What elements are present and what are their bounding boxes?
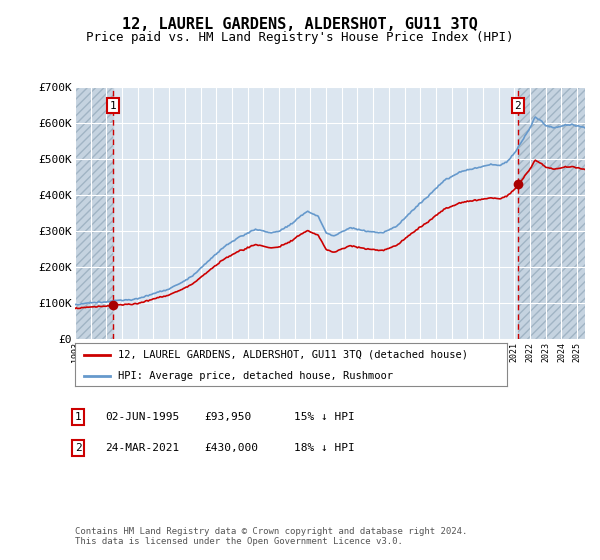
Text: 18% ↓ HPI: 18% ↓ HPI	[294, 443, 355, 453]
Text: 12, LAUREL GARDENS, ALDERSHOT, GU11 3TQ: 12, LAUREL GARDENS, ALDERSHOT, GU11 3TQ	[122, 17, 478, 32]
Text: 12, LAUREL GARDENS, ALDERSHOT, GU11 3TQ (detached house): 12, LAUREL GARDENS, ALDERSHOT, GU11 3TQ …	[118, 350, 468, 360]
Text: £430,000: £430,000	[204, 443, 258, 453]
Text: 15% ↓ HPI: 15% ↓ HPI	[294, 412, 355, 422]
Bar	[518, 87, 585, 339]
Text: 1: 1	[74, 412, 82, 422]
Text: 02-JUN-1995: 02-JUN-1995	[105, 412, 179, 422]
Text: 2: 2	[74, 443, 82, 453]
Bar	[75, 87, 113, 339]
Text: Price paid vs. HM Land Registry's House Price Index (HPI): Price paid vs. HM Land Registry's House …	[86, 31, 514, 44]
Text: HPI: Average price, detached house, Rushmoor: HPI: Average price, detached house, Rush…	[118, 371, 393, 381]
Text: 24-MAR-2021: 24-MAR-2021	[105, 443, 179, 453]
Text: £93,950: £93,950	[204, 412, 251, 422]
Bar	[75, 87, 113, 339]
Bar	[518, 87, 585, 339]
Text: 1: 1	[110, 101, 116, 111]
Text: 2: 2	[515, 101, 521, 111]
Text: Contains HM Land Registry data © Crown copyright and database right 2024.
This d: Contains HM Land Registry data © Crown c…	[75, 526, 467, 546]
